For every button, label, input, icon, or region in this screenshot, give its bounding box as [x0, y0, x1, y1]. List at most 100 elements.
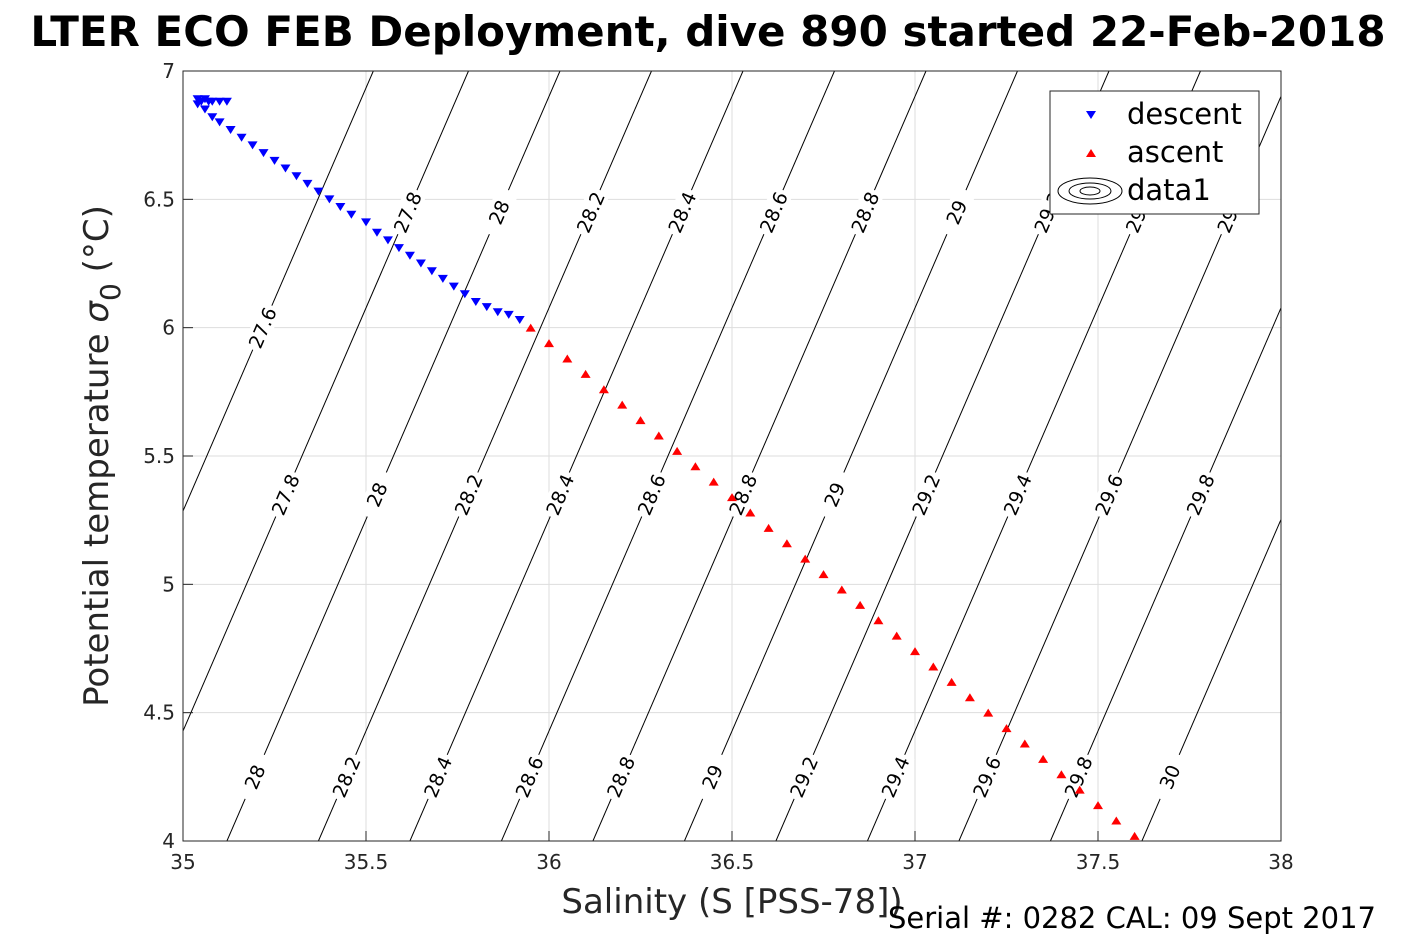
- y-tick-label: 7: [162, 59, 175, 83]
- descent-point: [214, 97, 225, 106]
- descent-point: [361, 218, 371, 227]
- x-tick-label: 35.5: [344, 850, 389, 874]
- descent-point: [415, 259, 426, 268]
- y-axis-label: Potential temperature σ0 (°C): [77, 205, 127, 707]
- ascent-point: [1166, 863, 1176, 871]
- ascent-point: [580, 369, 591, 378]
- descent-point: [459, 290, 470, 299]
- x-tick-label: 36: [536, 850, 561, 874]
- contour-label-gap: [509, 750, 549, 804]
- descent-point: [247, 141, 258, 150]
- data-series: [192, 95, 1176, 871]
- x-tick-label: 36.5: [710, 850, 755, 874]
- descent-point: [291, 172, 302, 181]
- descent-point: [437, 274, 448, 283]
- ascent-point: [672, 446, 683, 455]
- y-axis-label-sigma: σ: [77, 300, 117, 323]
- contour-label-gap: [1180, 468, 1220, 521]
- ascent-point: [690, 462, 701, 471]
- ascent-point: [781, 539, 792, 548]
- y-tick-label: 4: [162, 829, 175, 853]
- ascent-point: [1074, 785, 1085, 794]
- ascent-point: [928, 662, 939, 671]
- descent-point: [404, 251, 415, 260]
- contour-label-gap: [479, 185, 519, 239]
- ascent-point: [1038, 754, 1049, 763]
- y-tick-label: 5.5: [143, 444, 175, 468]
- y-axis-label-unit: (°C): [77, 205, 117, 283]
- contour-label-29: 29: [814, 468, 854, 521]
- legend-ascent-label: ascent: [1127, 135, 1223, 169]
- legend-descent-marker: [1086, 111, 1096, 119]
- y-tick-label: 6: [162, 316, 175, 340]
- descent-point: [199, 105, 210, 114]
- descent-point: [302, 179, 313, 188]
- descent-point: [426, 267, 437, 276]
- ascent-point: [653, 431, 664, 440]
- ascent-point: [964, 693, 975, 702]
- y-tick-label: 6.5: [143, 187, 175, 211]
- descent-point: [481, 303, 492, 312]
- x-tick-label: 38: [1268, 850, 1293, 874]
- contour-line-30: [1141, 518, 1281, 841]
- contour-label-gap: [875, 750, 915, 804]
- ascent-point: [1111, 816, 1122, 825]
- ascent-point: [525, 323, 536, 332]
- contour-line-27-6: [183, 71, 374, 513]
- legend-data1-label: data1: [1127, 173, 1211, 207]
- descent-point: [207, 113, 218, 122]
- ascent-point: [818, 570, 829, 579]
- contour-label-gap: [753, 185, 794, 239]
- descent-point: [503, 310, 514, 319]
- legend-ascent-marker: [1086, 149, 1096, 157]
- ascent-point: [1129, 831, 1140, 840]
- contour-line-29-8: [1049, 306, 1281, 841]
- descent-point: [448, 282, 459, 291]
- ascent-point: [800, 554, 811, 563]
- contour-label-gap: [540, 468, 580, 521]
- y-tick-label: 5: [162, 572, 175, 596]
- ascent-point: [891, 631, 902, 640]
- y-tick-label: 4.5: [143, 701, 175, 725]
- y-axis-label-subscript: 0: [94, 283, 127, 301]
- ascent-point: [1148, 847, 1158, 855]
- descent-point: [393, 244, 404, 253]
- legend-data1-contour-icon: [1057, 177, 1123, 205]
- descent-point: [313, 187, 324, 196]
- descent-point: [269, 156, 280, 165]
- x-axis-label: Salinity (S [PSS-78]): [561, 882, 902, 922]
- x-tick-label: 37: [902, 850, 927, 874]
- descent-point: [492, 308, 503, 317]
- descent-point: [258, 149, 269, 158]
- descent-point: [280, 164, 291, 173]
- contour-label-gap: [387, 185, 428, 239]
- descent-point: [225, 126, 236, 135]
- y-axis-label-main: Potential temperature: [77, 323, 117, 707]
- ascent-point: [1056, 770, 1067, 779]
- contour-label-gap: [448, 468, 488, 521]
- ascent-point: [562, 354, 573, 363]
- ascent-point: [598, 385, 609, 394]
- descent-point: [207, 97, 218, 106]
- contour-label-gap: [235, 750, 275, 804]
- descent-point: [192, 100, 203, 109]
- ascent-point: [873, 616, 884, 625]
- descent-point: [470, 298, 481, 306]
- contour-label-gap: [784, 750, 824, 804]
- contour-label-gap: [692, 750, 732, 804]
- serial-calibration-footer: Serial #: 0282 CAL: 09 Sept 2017: [888, 901, 1376, 935]
- legend-box: [1049, 90, 1260, 215]
- ascent-point: [544, 339, 554, 348]
- x-tick-label: 35: [170, 850, 195, 874]
- legend-descent-label: descent: [1127, 97, 1242, 131]
- ascent-point: [983, 708, 994, 717]
- contour-label-gap: [570, 185, 611, 239]
- ascent-point: [836, 585, 847, 594]
- ascent-point: [855, 600, 866, 609]
- descent-point: [214, 118, 225, 127]
- descent-point: [382, 236, 393, 245]
- ascent-point: [727, 493, 737, 502]
- descent-point: [514, 315, 525, 324]
- ascent-point: [763, 523, 774, 532]
